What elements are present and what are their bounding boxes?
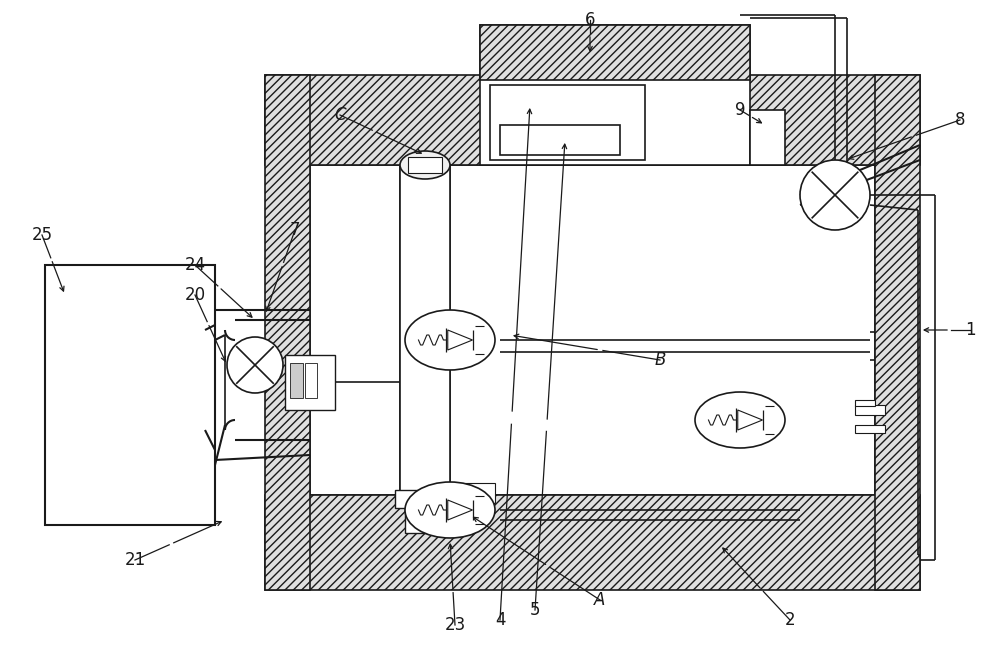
Polygon shape <box>738 410 763 430</box>
Text: A: A <box>594 591 606 609</box>
Polygon shape <box>448 330 473 350</box>
Bar <box>285 355 335 410</box>
Text: C: C <box>334 106 346 124</box>
Bar <box>855 425 885 433</box>
Text: 24: 24 <box>184 256 206 274</box>
Ellipse shape <box>405 482 495 538</box>
Bar <box>265 495 920 590</box>
Bar <box>265 75 920 165</box>
Text: 20: 20 <box>184 286 206 304</box>
Ellipse shape <box>405 310 495 370</box>
Text: 7: 7 <box>290 221 300 239</box>
Text: B: B <box>654 351 666 369</box>
Bar <box>875 75 920 590</box>
Text: 9: 9 <box>735 101 745 119</box>
Text: 25: 25 <box>31 226 53 244</box>
Bar <box>305 363 317 398</box>
Bar <box>405 508 445 533</box>
Polygon shape <box>448 500 473 520</box>
Bar <box>480 25 750 80</box>
Text: 23: 23 <box>444 616 466 634</box>
Text: 1: 1 <box>965 321 975 339</box>
Text: 6: 6 <box>585 11 595 29</box>
Bar <box>480 25 750 165</box>
Bar <box>490 85 645 160</box>
Bar <box>400 165 450 500</box>
Bar <box>855 405 885 415</box>
Bar <box>750 110 785 165</box>
Text: 8: 8 <box>955 111 965 129</box>
Text: 4: 4 <box>495 611 505 629</box>
Bar <box>500 125 620 155</box>
Circle shape <box>227 337 283 393</box>
Bar <box>855 400 875 406</box>
Bar <box>265 75 310 590</box>
Circle shape <box>800 160 870 230</box>
Text: 5: 5 <box>530 601 540 619</box>
Text: 2: 2 <box>785 611 795 629</box>
Bar <box>465 483 495 503</box>
Bar <box>45 265 215 525</box>
Text: 21: 21 <box>124 551 146 569</box>
Ellipse shape <box>695 392 785 448</box>
Bar <box>408 157 442 173</box>
Bar <box>310 165 875 495</box>
Ellipse shape <box>400 151 450 179</box>
Bar <box>290 363 303 398</box>
Bar <box>395 490 455 508</box>
